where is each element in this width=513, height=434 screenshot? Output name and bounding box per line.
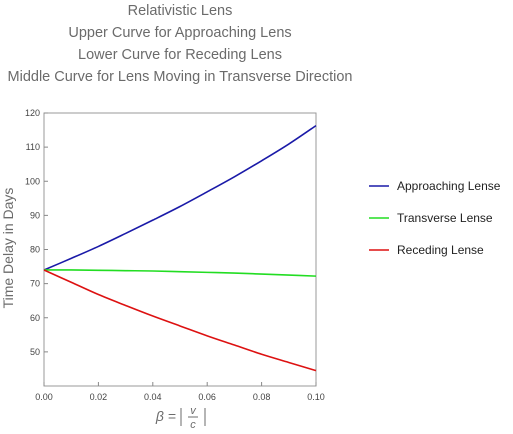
title-line-2: Upper Curve for Approaching Lens <box>68 25 291 41</box>
legend-label-transverse-lense: Transverse Lense <box>397 211 493 225</box>
x-tick-label: 0.04 <box>144 392 162 402</box>
series-lines <box>43 124 317 372</box>
y-tick-label: 100 <box>25 176 40 186</box>
y-tick-label: 70 <box>30 279 40 289</box>
y-tick-label: 110 <box>26 142 40 152</box>
y-tick-label: 60 <box>30 313 40 323</box>
y-tick-label: 80 <box>30 245 40 255</box>
legend-label-approaching-lense: Approaching Lense <box>397 179 501 193</box>
legend-label-receding-lense: Receding Lense <box>397 243 484 257</box>
series-line-approaching-lense <box>43 124 317 271</box>
x-tick-label: 0.10 <box>307 392 325 402</box>
chart-title: Relativistic Lens Upper Curve for Approa… <box>8 3 353 85</box>
y-tick-label: 50 <box>30 347 40 357</box>
x-axis-label-prefix: β = <box>155 408 176 424</box>
axes <box>43 112 317 387</box>
title-line-1: Relativistic Lens <box>128 3 233 19</box>
x-tick-label: 0.06 <box>198 392 216 402</box>
legend: Approaching Lense Transverse Lense Recedin… <box>369 179 501 257</box>
series-line-receding-lense <box>43 269 317 372</box>
y-axis-label: Time Delay in Days <box>0 188 16 309</box>
title-line-4: Middle Curve for Lens Moving in Transver… <box>8 69 353 85</box>
x-tick-label: 0.00 <box>35 392 53 402</box>
tick-labels: 0.00 0.02 0.04 0.06 0.08 0.10 50 60 70 80 90 100 110… <box>25 108 325 402</box>
x-axis-label-numerator: v <box>190 405 197 417</box>
x-axis-label: β = v c <box>155 405 206 431</box>
series-line-transverse-lense <box>43 269 317 277</box>
y-tick-label: 90 <box>30 210 40 220</box>
x-axis-label-denominator: c <box>190 419 196 431</box>
plot-frame <box>43 112 317 387</box>
x-tick-label: 0.08 <box>253 392 271 402</box>
title-line-3: Lower Curve for Receding Lens <box>78 47 282 63</box>
y-tick-label: 120 <box>25 108 40 118</box>
x-tick-label: 0.02 <box>90 392 108 402</box>
